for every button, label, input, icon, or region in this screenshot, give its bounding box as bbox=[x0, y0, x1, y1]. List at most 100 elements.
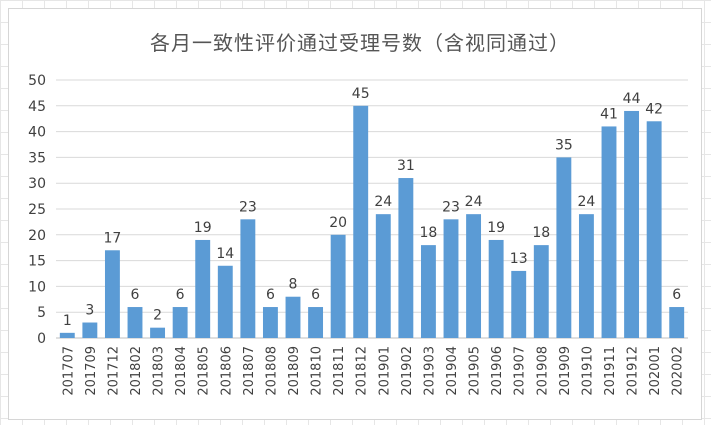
y-tick-label: 5 bbox=[37, 305, 46, 321]
x-tick-label: 201808 bbox=[264, 346, 279, 396]
data-label-202002: 6 bbox=[672, 287, 681, 303]
y-tick-label: 0 bbox=[37, 331, 46, 347]
x-tick-label: 201802 bbox=[129, 346, 144, 396]
bar-201807 bbox=[240, 219, 256, 338]
y-tick-label: 25 bbox=[28, 202, 46, 218]
data-label-201806: 14 bbox=[216, 246, 234, 262]
data-label-201811: 20 bbox=[329, 215, 347, 231]
x-tick-label: 201904 bbox=[445, 346, 460, 396]
bar-201812 bbox=[353, 105, 369, 338]
data-label-201707: 1 bbox=[63, 313, 72, 329]
bar-201805 bbox=[195, 239, 211, 338]
data-label-201812: 45 bbox=[352, 86, 370, 102]
bar-201803 bbox=[150, 327, 166, 338]
data-label-201905: 24 bbox=[465, 194, 483, 210]
x-tick-label: 201804 bbox=[174, 346, 189, 396]
y-axis: 0 5 10 15 20 25 30 35 40 45 50 bbox=[28, 73, 46, 347]
bar-201906 bbox=[488, 239, 504, 338]
y-tick-label: 10 bbox=[28, 279, 46, 295]
y-tick-label: 15 bbox=[28, 254, 46, 270]
data-label-201808: 6 bbox=[266, 287, 275, 303]
data-label-201904: 23 bbox=[442, 199, 460, 215]
bar-201808 bbox=[262, 307, 278, 338]
x-tick-label: 201806 bbox=[219, 346, 234, 396]
data-label-201912: 44 bbox=[623, 91, 641, 107]
data-label-201901: 24 bbox=[374, 194, 392, 210]
data-label-201712: 17 bbox=[104, 230, 122, 246]
y-tick-label: 45 bbox=[28, 99, 46, 115]
bar-201802 bbox=[127, 307, 143, 338]
data-label-201909: 35 bbox=[555, 137, 573, 153]
x-tick-label: 202001 bbox=[648, 346, 663, 396]
data-label-201910: 24 bbox=[578, 194, 596, 210]
bar-201909 bbox=[556, 157, 572, 338]
x-tick-label: 201707 bbox=[61, 346, 76, 396]
bar-201904 bbox=[443, 219, 459, 338]
bar-201903 bbox=[420, 245, 436, 338]
bar-202001 bbox=[646, 121, 662, 338]
y-tick-label: 30 bbox=[28, 176, 46, 192]
x-tick-label: 201912 bbox=[626, 346, 641, 396]
bar-201806 bbox=[217, 265, 233, 338]
x-tick-label: 201907 bbox=[513, 346, 528, 396]
y-tick-label: 35 bbox=[28, 150, 46, 166]
x-tick-label: 201909 bbox=[558, 346, 573, 396]
bar-201811 bbox=[330, 234, 346, 338]
bar-201804 bbox=[172, 307, 188, 338]
bar-201709 bbox=[82, 322, 98, 338]
x-tick-label: 201902 bbox=[400, 346, 415, 396]
bar-201912 bbox=[624, 110, 640, 339]
bar-201707 bbox=[59, 332, 75, 338]
chart-title: 各月一致性评价通过受理号数（含视同通过） bbox=[150, 31, 570, 55]
data-label-201803: 2 bbox=[153, 308, 162, 324]
x-tick-label: 201811 bbox=[332, 346, 347, 396]
data-label-201805: 19 bbox=[194, 220, 212, 236]
bar-201905 bbox=[466, 214, 482, 338]
x-tick-label: 201901 bbox=[377, 346, 392, 396]
x-tick-label: 201906 bbox=[490, 346, 505, 396]
bar-201902 bbox=[398, 178, 414, 338]
x-tick-label: 201809 bbox=[287, 346, 302, 396]
x-tick-label: 201712 bbox=[106, 346, 121, 396]
data-label-201907: 13 bbox=[510, 251, 528, 267]
bar-201910 bbox=[578, 214, 594, 338]
data-label-202001: 42 bbox=[645, 101, 663, 117]
data-label-201804: 6 bbox=[176, 287, 185, 303]
x-tick-label: 201803 bbox=[152, 346, 167, 396]
y-tick-label: 50 bbox=[28, 73, 46, 89]
bar-201901 bbox=[375, 214, 391, 338]
x-tick-label: 201908 bbox=[535, 346, 550, 396]
y-tick-label: 20 bbox=[28, 228, 46, 244]
x-tick-label: 201807 bbox=[242, 346, 257, 396]
x-tick-label: 201903 bbox=[422, 346, 437, 396]
data-label-201908: 18 bbox=[532, 225, 550, 241]
bars bbox=[59, 105, 685, 339]
bar-201712 bbox=[104, 250, 120, 338]
x-tick-label: 201805 bbox=[197, 346, 212, 396]
data-label-201911: 41 bbox=[600, 106, 618, 122]
bar-201911 bbox=[601, 126, 617, 338]
data-label-201709: 3 bbox=[85, 303, 94, 319]
bar-201908 bbox=[533, 245, 549, 338]
data-label-201802: 6 bbox=[131, 287, 140, 303]
x-tick-label: 201911 bbox=[603, 346, 618, 396]
data-label-201810: 6 bbox=[311, 287, 320, 303]
x-tick-label: 201905 bbox=[468, 346, 483, 396]
bar-201810 bbox=[308, 307, 324, 338]
bar-202002 bbox=[669, 307, 685, 338]
x-tick-label: 201812 bbox=[355, 346, 370, 396]
x-axis: 201707 201709 201712 201802 201803 201804 2018… bbox=[61, 346, 685, 396]
x-tick-label: 202002 bbox=[671, 346, 686, 396]
x-tick-label: 201910 bbox=[580, 346, 595, 396]
data-label-201903: 18 bbox=[420, 225, 438, 241]
data-label-201902: 31 bbox=[397, 158, 415, 174]
x-tick-label: 201810 bbox=[310, 346, 325, 396]
data-label-201906: 19 bbox=[487, 220, 505, 236]
y-tick-label: 40 bbox=[28, 125, 46, 141]
bar-201907 bbox=[511, 270, 527, 338]
x-tick-label: 201709 bbox=[84, 346, 99, 396]
data-label-201809: 8 bbox=[289, 277, 298, 293]
bar-201809 bbox=[285, 296, 301, 338]
